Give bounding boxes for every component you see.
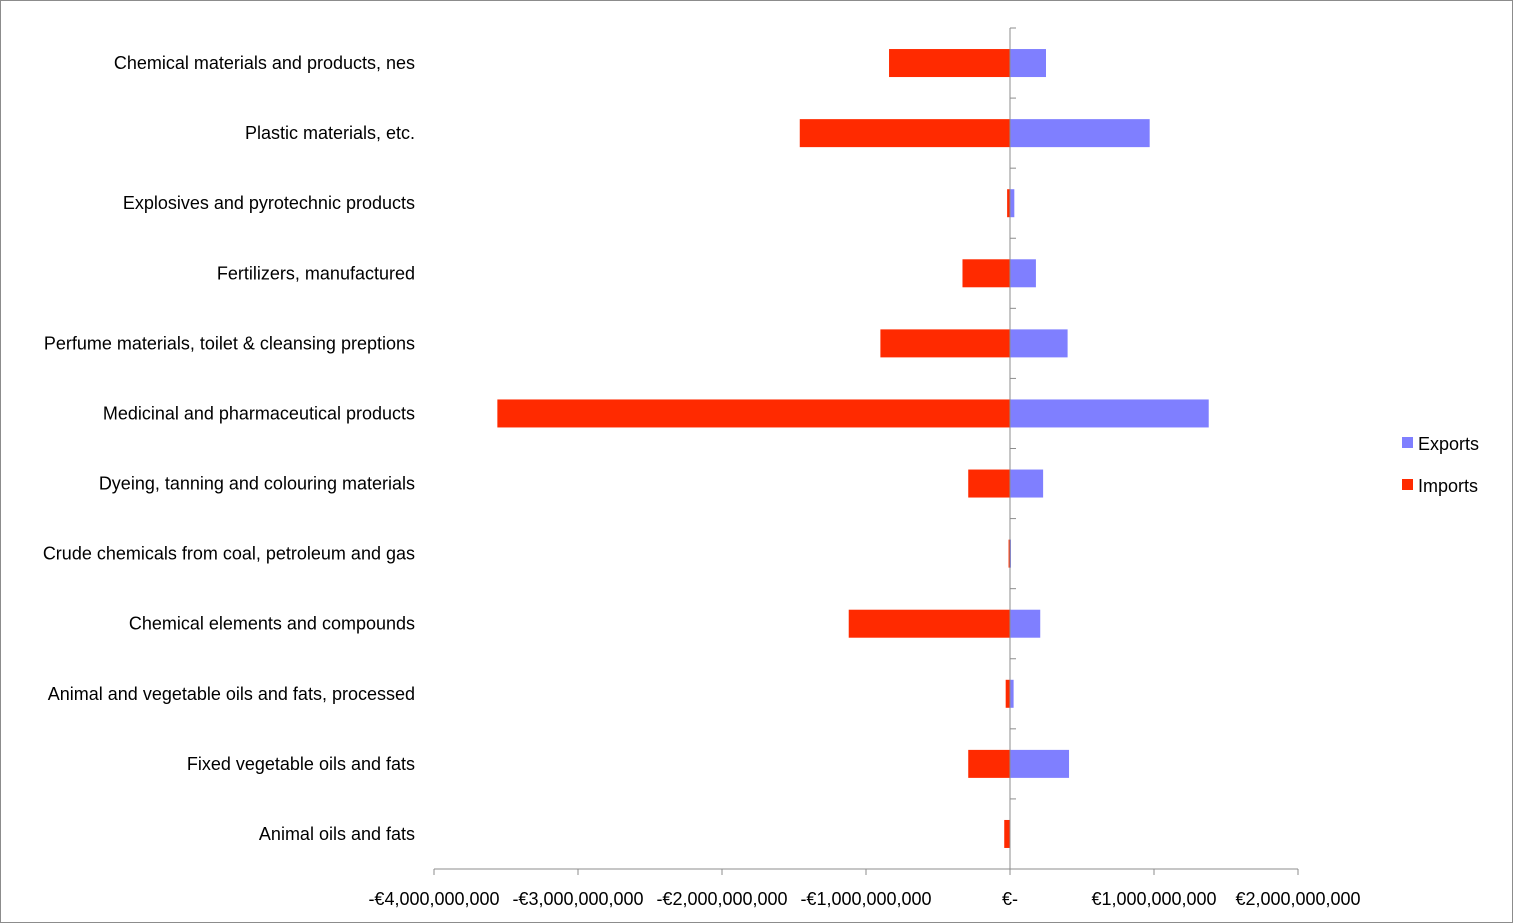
axes-group [433,27,1299,875]
category-labels-group: Chemical materials and products, nes Plas… [43,53,415,844]
bars-group [497,49,1209,848]
bar-imports-3 [962,259,1010,288]
category-label: Plastic materials, etc. [245,123,415,143]
legend-label-imports: Imports [1418,476,1478,496]
legend-label-exports: Exports [1418,434,1479,454]
category-label: Fertilizers, manufactured [217,263,415,283]
category-label: Crude chemicals from coal, petroleum and… [43,544,415,564]
legend-swatch-imports [1402,479,1413,490]
bar-imports-6 [968,469,1010,498]
bar-imports-4 [880,329,1010,358]
tick-labels-group: -€4,000,000,000 -€3,000,000,000 -€2,000,00… [368,889,1360,909]
legend-swatch-exports [1402,437,1413,448]
bar-imports-7 [1008,539,1010,568]
category-label: Chemical materials and products, nes [114,53,415,73]
bar-exports-3 [1010,259,1036,288]
x-tick-label: -€1,000,000,000 [800,889,931,909]
bar-imports-10 [968,749,1010,778]
bar-imports-5 [497,399,1010,428]
x-tick-label: -€4,000,000,000 [368,889,499,909]
category-label: Dyeing, tanning and colouring materials [99,474,415,494]
bar-exports-9 [1010,679,1014,708]
bar-imports-2 [1007,189,1010,218]
category-label: Chemical elements and compounds [129,614,415,634]
bar-exports-6 [1010,469,1044,498]
category-label: Animal and vegetable oils and fats, proc… [48,684,415,704]
bar-imports-9 [1005,679,1010,708]
bar-imports-8 [848,609,1010,638]
bar-imports-11 [1004,819,1010,848]
category-label: Fixed vegetable oils and fats [187,754,415,774]
category-label: Medicinal and pharmaceutical products [103,403,415,423]
category-label: Explosives and pyrotechnic products [123,193,415,213]
bar-exports-0 [1010,49,1046,78]
x-tick-label: -€3,000,000,000 [512,889,643,909]
x-tick-label: €1,000,000,000 [1091,889,1216,909]
bar-exports-8 [1010,609,1041,638]
x-tick-label: €2,000,000,000 [1235,889,1360,909]
legend: Exports Imports [1402,434,1479,496]
bar-exports-1 [1010,119,1150,148]
bar-exports-4 [1010,329,1068,358]
category-label: Animal oils and fats [259,824,415,844]
bar-imports-0 [889,49,1010,78]
bar-exports-10 [1010,749,1070,778]
category-label: Perfume materials, toilet & cleansing pr… [44,333,415,353]
x-tick-label: -€2,000,000,000 [656,889,787,909]
x-tick-label: €- [1002,889,1018,909]
bar-exports-2 [1010,189,1015,218]
bar-exports-5 [1010,399,1209,428]
bar-imports-1 [799,119,1010,148]
